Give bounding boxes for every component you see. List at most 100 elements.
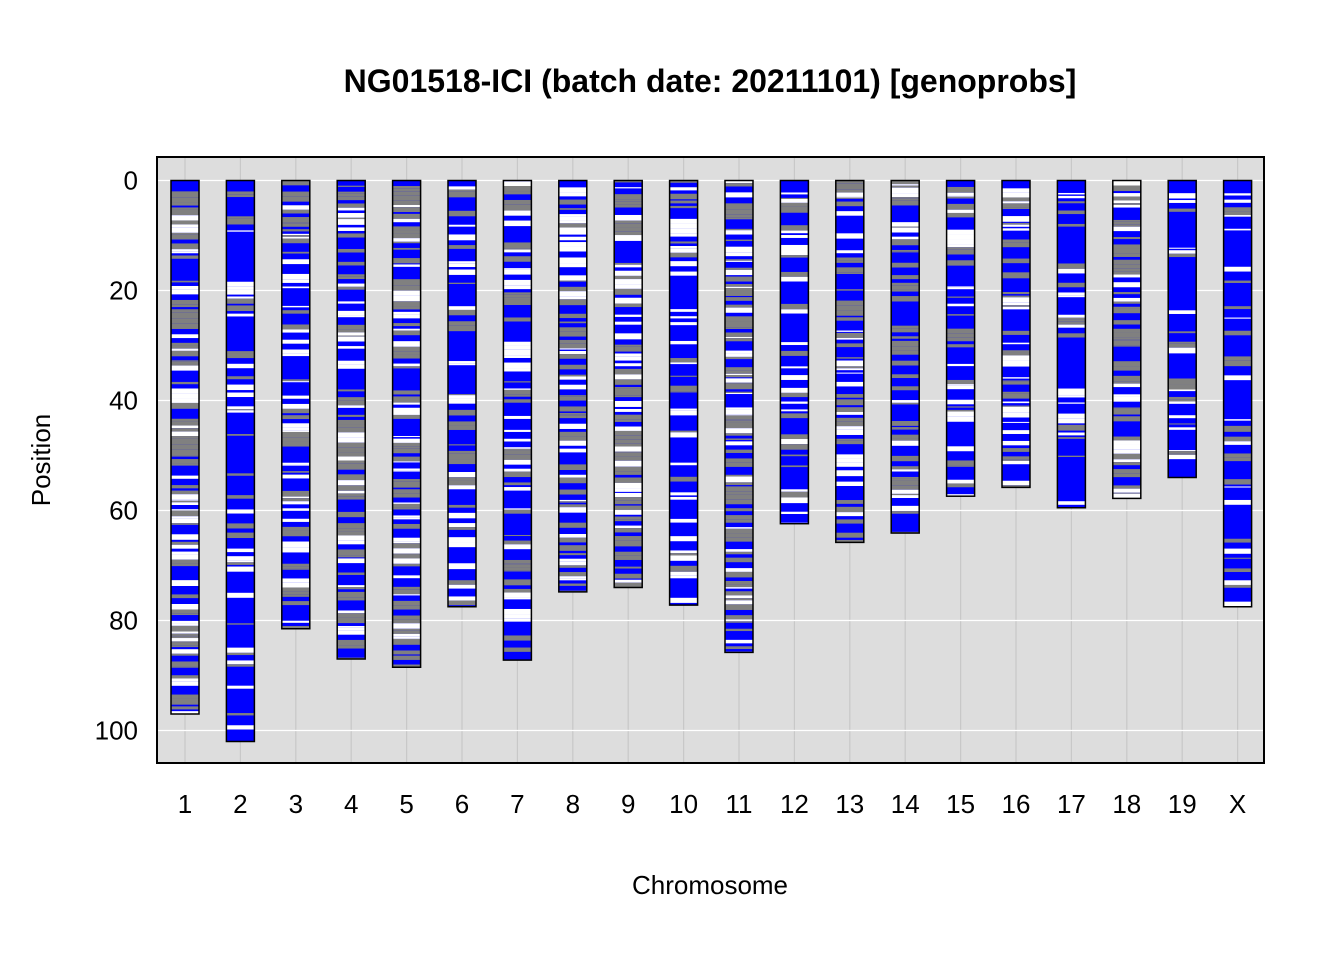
chromosome-17-segment — [1057, 418, 1086, 424]
chromosome-11-segment — [725, 183, 753, 187]
chromosome-9-segment — [614, 528, 643, 533]
chromosome-2-segment — [226, 652, 255, 656]
chromosome-10-segment — [669, 410, 698, 416]
chromosome-5-segment — [392, 442, 421, 447]
chromosome-3-segment — [281, 238, 310, 244]
chromosome-5-segment — [392, 600, 421, 606]
chromosome-7-outline — [502, 179, 533, 661]
y-tick-0: 0 — [124, 166, 138, 196]
chromosome-X-segment — [1223, 280, 1252, 283]
chromosome-9-segment — [614, 387, 643, 389]
chromosome-X-segment — [1223, 441, 1252, 445]
chromosome-13-segment — [835, 310, 864, 316]
chromosome-14-segment — [891, 421, 920, 426]
chromosome-9-segment — [614, 466, 643, 472]
chromosome-4-segment — [337, 437, 366, 443]
chromosome-8-segment — [558, 236, 587, 241]
chromosome-6-segment — [448, 361, 476, 364]
chromosome-17-segment — [1057, 223, 1086, 227]
chromosome-7-segment — [503, 534, 532, 537]
chromosome-9-segment — [614, 500, 643, 505]
chromosome-3-outline — [281, 179, 311, 630]
chromosome-5-segment — [392, 630, 421, 634]
chromosome-2-segment — [226, 218, 255, 225]
chromosome-5-segment — [392, 517, 421, 520]
chromosome-6-segment — [448, 459, 476, 465]
chromosome-1-segment — [171, 334, 199, 339]
chromosome-8-segment — [558, 561, 587, 566]
chromosome-4-segment — [337, 493, 366, 497]
chromosome-18-segment — [1112, 469, 1141, 474]
chromosome-9-segment — [614, 353, 643, 357]
chromosome-10-segment — [669, 241, 698, 244]
chromosome-13-segment — [835, 470, 864, 477]
chromosome-8-segment — [558, 216, 587, 221]
chromosome-10-segment — [669, 430, 698, 433]
chromosome-16-segment — [1002, 297, 1030, 303]
chromosome-3-segment — [281, 423, 310, 428]
chromosome-9-segment — [614, 505, 643, 510]
chromosome-5-segment — [392, 191, 421, 196]
chromosome-8-segment — [558, 374, 587, 377]
chromosome-6-segment — [448, 363, 476, 366]
chromosome-4-segment — [337, 193, 366, 197]
chromosome-5-segment — [392, 407, 421, 410]
chromosome-13-segment — [835, 201, 864, 207]
chromosome-14-segment — [891, 296, 920, 302]
chromosome-4-segment — [337, 617, 366, 624]
chromosome-1-segment — [171, 551, 199, 555]
chromosome-9-segment — [614, 297, 643, 304]
chromosome-8-segment — [558, 464, 587, 471]
chromosome-4-segment — [337, 627, 366, 631]
chromosome-15-segment — [946, 344, 975, 348]
chromosome-6-segment — [448, 504, 476, 508]
chromosome-7-segment — [503, 256, 532, 262]
chromosome-1-segment — [171, 350, 199, 357]
chromosome-19 — [1167, 179, 1197, 479]
chromosome-3-segment — [281, 582, 310, 588]
chromosome-1-segment — [171, 361, 199, 366]
chromosome-9-segment — [614, 446, 643, 452]
chromosome-2-segment — [226, 523, 255, 529]
chromosome-11-segment — [725, 391, 753, 393]
chromosome-4-segment — [337, 591, 366, 598]
chromosome-X-segment — [1223, 486, 1252, 488]
chromosome-1-segment — [171, 289, 199, 295]
chromosome-2-segment — [226, 647, 255, 653]
chromosome-15-segment — [946, 479, 975, 484]
chromosome-13-segment — [835, 337, 864, 340]
chromosome-1-segment — [171, 661, 199, 667]
chromosome-11-segment — [725, 515, 753, 520]
chromosome-3-segment — [281, 427, 310, 431]
chromosome-3-segment — [281, 568, 310, 570]
chromosome-8-segment — [558, 351, 587, 355]
chromosome-15-segment — [946, 196, 975, 199]
chromosome-5-segment — [392, 543, 421, 549]
chromosome-16-segment — [1002, 302, 1030, 306]
chromosome-7-segment — [503, 209, 532, 211]
chromosome-5-segment — [392, 507, 421, 510]
chromosome-1-segment — [171, 255, 199, 259]
chromosome-9-segment — [614, 414, 643, 420]
chromosome-3-segment — [281, 601, 310, 606]
chromosome-9-segment — [614, 231, 643, 236]
chromosome-12-segment — [780, 434, 809, 440]
chromosome-15-segment — [946, 483, 975, 488]
chromosome-11-segment — [725, 621, 753, 623]
chromosome-11-segment — [725, 297, 753, 301]
chromosome-18-segment — [1112, 345, 1141, 347]
chromosome-19-segment — [1168, 384, 1197, 390]
chromosome-7-segment — [503, 399, 532, 403]
chromosome-19-segment — [1168, 453, 1197, 455]
chromosome-19-segment — [1168, 451, 1197, 454]
chromosome-4-fill — [337, 180, 366, 659]
chromosome-1-segment — [171, 318, 199, 324]
chromosome-9-segment — [614, 279, 643, 285]
chromosome-10-segment — [669, 492, 698, 496]
chromosome-12-segment — [780, 244, 809, 251]
chromosome-4-segment — [337, 414, 366, 417]
chromosome-8-segment — [558, 507, 587, 513]
chromosome-3-segment — [281, 474, 310, 479]
chromosome-5-segment — [392, 489, 421, 494]
chromosome-17-segment — [1057, 210, 1086, 215]
